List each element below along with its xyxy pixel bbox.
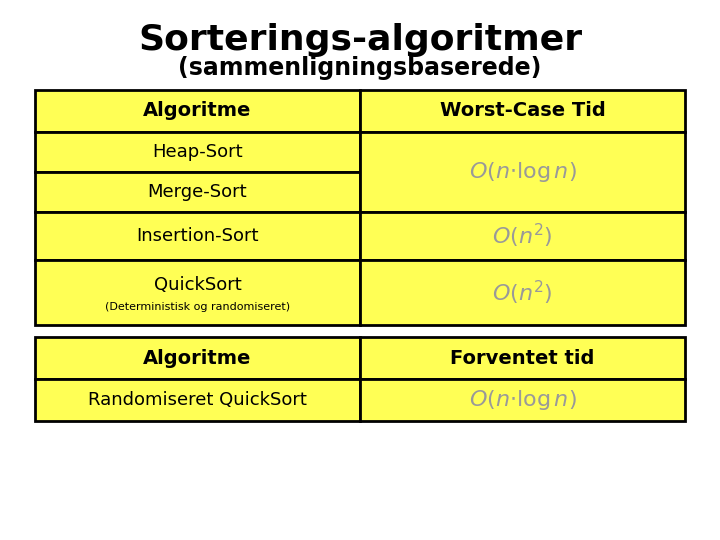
Bar xyxy=(35,212,360,260)
Bar xyxy=(35,337,360,379)
Text: Merge-Sort: Merge-Sort xyxy=(148,183,247,201)
Bar xyxy=(35,132,360,172)
Text: Algoritme: Algoritme xyxy=(143,348,252,368)
Text: Sorterings-algoritmer: Sorterings-algoritmer xyxy=(138,23,582,57)
Text: $O(n^2)$: $O(n^2)$ xyxy=(492,279,553,307)
Bar xyxy=(35,172,360,212)
Bar xyxy=(35,90,360,132)
Bar xyxy=(360,337,685,379)
Text: $O(n{\cdot}\log n)$: $O(n{\cdot}\log n)$ xyxy=(469,160,577,184)
Text: $O(n^2)$: $O(n^2)$ xyxy=(492,222,553,250)
Text: Randomiseret QuickSort: Randomiseret QuickSort xyxy=(88,391,307,409)
Bar xyxy=(360,90,685,132)
Bar xyxy=(35,379,360,421)
Text: Worst-Case Tid: Worst-Case Tid xyxy=(440,102,606,120)
Text: Heap-Sort: Heap-Sort xyxy=(152,143,243,161)
Text: Algoritme: Algoritme xyxy=(143,102,252,120)
Bar xyxy=(360,132,685,212)
Bar xyxy=(360,260,685,325)
Text: QuickSort: QuickSort xyxy=(153,276,241,294)
Bar xyxy=(360,379,685,421)
Text: Insertion-Sort: Insertion-Sort xyxy=(136,227,258,245)
Bar xyxy=(35,260,360,325)
Text: (sammenligningsbaserede): (sammenligningsbaserede) xyxy=(179,56,541,80)
Text: $O(n{\cdot}\log n)$: $O(n{\cdot}\log n)$ xyxy=(469,388,577,412)
Text: Forventet tid: Forventet tid xyxy=(450,348,595,368)
Bar xyxy=(360,212,685,260)
Text: (Deterministisk og randomiseret): (Deterministisk og randomiseret) xyxy=(105,302,290,312)
